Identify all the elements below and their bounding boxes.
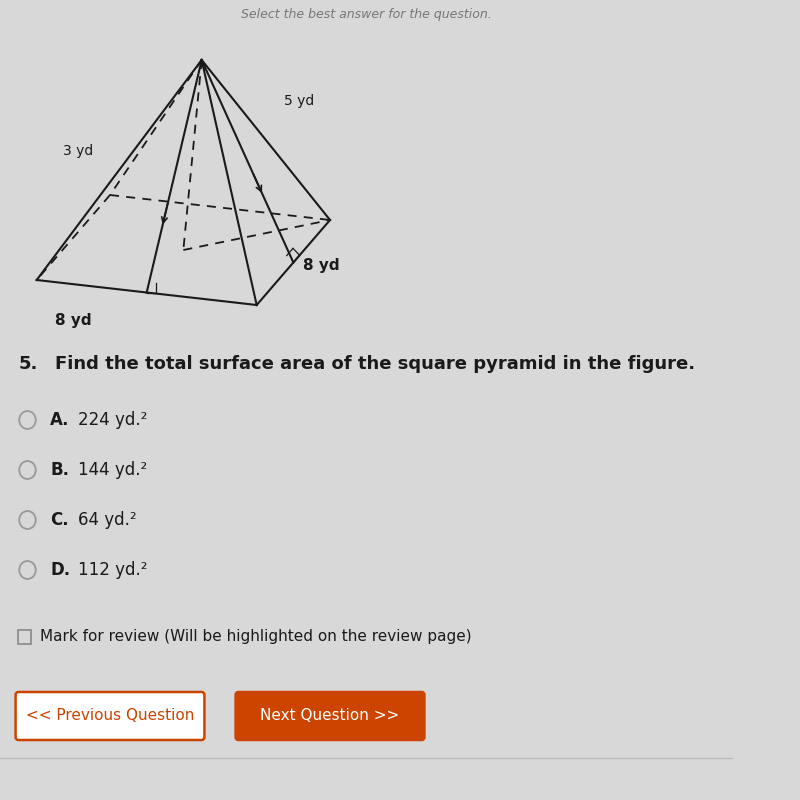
Text: << Previous Question: << Previous Question xyxy=(26,709,194,723)
Text: Select the best answer for the question.: Select the best answer for the question. xyxy=(242,8,492,21)
Text: 112 yd.²: 112 yd.² xyxy=(78,561,147,579)
Text: 8 yd: 8 yd xyxy=(302,258,339,273)
Circle shape xyxy=(19,411,36,429)
Text: 224 yd.²: 224 yd.² xyxy=(78,411,147,429)
Text: 144 yd.²: 144 yd.² xyxy=(78,461,147,479)
FancyBboxPatch shape xyxy=(235,692,425,740)
Text: 8 yd: 8 yd xyxy=(55,313,92,328)
Text: Find the total surface area of the square pyramid in the figure.: Find the total surface area of the squar… xyxy=(55,355,695,373)
Text: A.: A. xyxy=(50,411,70,429)
Bar xyxy=(18,630,31,644)
FancyBboxPatch shape xyxy=(15,692,205,740)
Text: C.: C. xyxy=(50,511,69,529)
Text: 64 yd.²: 64 yd.² xyxy=(78,511,137,529)
Text: Mark for review (Will be highlighted on the review page): Mark for review (Will be highlighted on … xyxy=(40,630,472,645)
Text: 5.: 5. xyxy=(18,355,38,373)
Circle shape xyxy=(19,461,36,479)
Circle shape xyxy=(19,511,36,529)
Text: 3 yd: 3 yd xyxy=(62,144,93,158)
Circle shape xyxy=(19,561,36,579)
Text: 5 yd: 5 yd xyxy=(284,94,314,108)
Text: D.: D. xyxy=(50,561,70,579)
Text: B.: B. xyxy=(50,461,70,479)
Text: Next Question >>: Next Question >> xyxy=(260,709,400,723)
